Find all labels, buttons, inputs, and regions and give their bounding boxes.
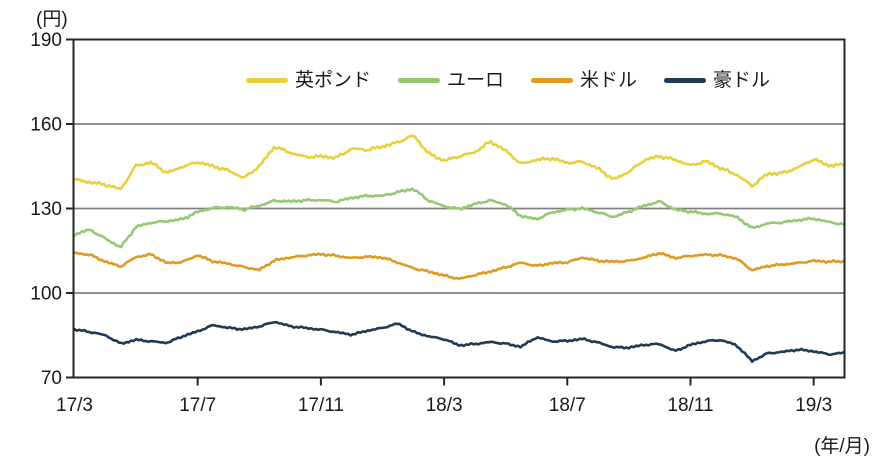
- x-axis-labels: 17/3 17/7 17/11 18/3 18/7 18/11 19/3: [56, 395, 832, 416]
- y-axis-labels: 190 160 130 100 70: [30, 30, 62, 389]
- y-tick-label-70: 70: [41, 368, 62, 389]
- legend-item-eur: ユーロ: [398, 71, 504, 90]
- series-line-2: [73, 251, 845, 281]
- y-tick-label-130: 130: [30, 199, 62, 220]
- legend-item-usd: 米ドル: [531, 71, 637, 90]
- eur-line-swatch: [398, 77, 441, 83]
- y-axis-unit-label: (円): [36, 9, 68, 30]
- x-tick-label-18-11: 18/11: [667, 395, 713, 416]
- x-tick-label-17-7: 17/7: [179, 395, 216, 416]
- series-line-1: [73, 187, 845, 249]
- series-lines: [73, 134, 845, 364]
- legend-label-gbp: 英ポンド: [295, 69, 372, 91]
- legend-item-gbp: 英ポンド: [246, 71, 371, 90]
- legend-label-usd: 米ドル: [580, 69, 638, 91]
- series-line-0: [73, 134, 845, 190]
- usd-line-swatch: [531, 77, 574, 83]
- legend-label-eur: ユーロ: [447, 69, 505, 91]
- legend-label-aud: 豪ドル: [713, 69, 771, 91]
- series-line-3: [73, 320, 845, 364]
- x-tick-label-17-11: 17/11: [298, 395, 344, 416]
- y-tick-label-100: 100: [30, 284, 62, 305]
- chart-legend: 英ポンド ユーロ 米ドル 豪ドル: [246, 66, 770, 94]
- x-axis-unit-label: (年/月): [814, 436, 870, 457]
- x-tick-label-18-3: 18/3: [426, 395, 463, 416]
- y-tick-label-160: 160: [30, 115, 62, 136]
- aud-line-swatch: [664, 77, 707, 83]
- y-tick-label-190: 190: [30, 30, 62, 51]
- gbp-line-swatch: [246, 77, 288, 83]
- x-tick-label-17-3: 17/3: [56, 395, 93, 416]
- x-tick-label-18-7: 18/7: [549, 395, 586, 416]
- legend-item-aud: 豪ドル: [664, 71, 770, 90]
- axis-ticks: [66, 38, 815, 386]
- x-tick-label-19-3: 19/3: [795, 395, 832, 416]
